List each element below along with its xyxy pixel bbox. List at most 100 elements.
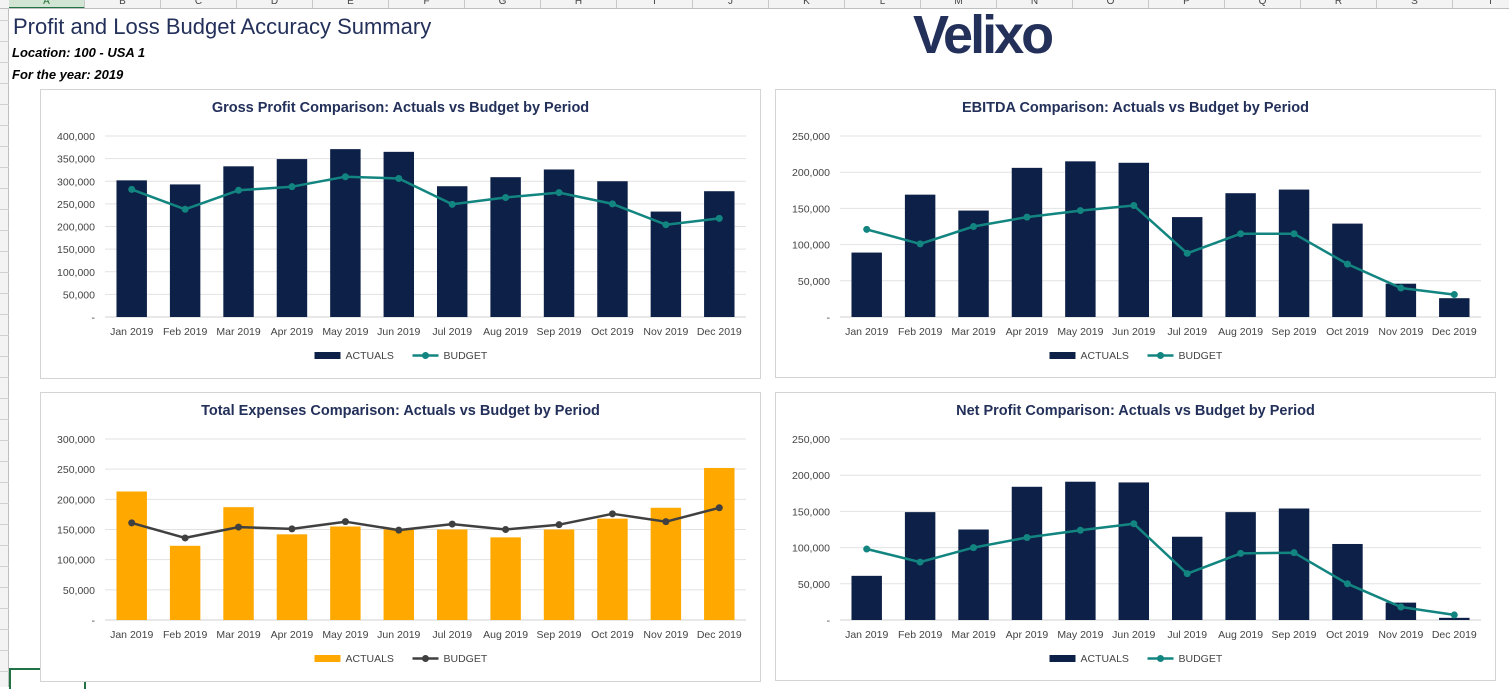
y-tick-label: 150,000 xyxy=(792,203,830,215)
bar-actuals xyxy=(330,526,361,620)
line-budget xyxy=(131,175,720,226)
column-header-i[interactable]: I xyxy=(617,0,693,8)
y-tick-label: 100,000 xyxy=(792,240,830,252)
y-tick-label: 250,000 xyxy=(57,199,95,211)
bar-actuals xyxy=(116,491,147,620)
x-tick-label: May 2019 xyxy=(322,629,368,641)
column-header-j[interactable]: J xyxy=(693,0,769,8)
bar-actuals xyxy=(704,467,735,620)
legend-label-actuals: ACTUALS xyxy=(1081,350,1129,362)
x-tick-label: Sep 2019 xyxy=(537,326,582,338)
bar-actuals xyxy=(1278,508,1310,620)
y-tick-label: 50,000 xyxy=(798,579,830,591)
point-budget xyxy=(448,200,456,208)
point-budget xyxy=(502,194,510,202)
row-divider xyxy=(0,125,9,126)
gross-profit-chart[interactable]: Gross Profit Comparison: Actuals vs Budg… xyxy=(40,89,761,379)
y-tick-label: 50,000 xyxy=(63,289,95,301)
bar-actuals xyxy=(1065,161,1096,317)
point-budget xyxy=(448,520,456,528)
y-tick-label: 250,000 xyxy=(57,464,95,476)
x-tick-label: Jun 2019 xyxy=(377,629,420,641)
row-divider xyxy=(0,230,9,231)
point-budget xyxy=(1237,549,1245,557)
chart-plot: - 50,000 100,000 150,000 200,000 250,000 Jan 2… xyxy=(792,434,1481,665)
bar-actuals xyxy=(116,180,147,317)
point-budget xyxy=(715,214,723,222)
bar-actuals xyxy=(1011,486,1043,620)
x-tick-label: Mar 2019 xyxy=(216,326,261,338)
column-header-t[interactable]: T xyxy=(1453,0,1509,8)
y-tick-label: - xyxy=(827,312,831,324)
point-budget xyxy=(970,223,978,230)
row-header-column xyxy=(0,9,9,687)
y-tick-label: 300,000 xyxy=(57,176,95,188)
point-budget xyxy=(863,225,871,233)
column-header-g[interactable]: G xyxy=(465,0,541,8)
legend-label-budget: BUDGET xyxy=(444,350,488,362)
column-header-l[interactable]: L xyxy=(845,0,921,8)
column-header-e[interactable]: E xyxy=(313,0,389,8)
bar-actuals xyxy=(597,518,628,620)
point-budget xyxy=(1397,603,1405,611)
point-budget xyxy=(715,504,723,512)
legend-label-budget: BUDGET xyxy=(1179,350,1223,362)
row-divider xyxy=(0,188,9,189)
column-header-b[interactable]: B xyxy=(85,0,161,8)
net-profit-chart[interactable]: Net Profit Comparison: Actuals vs Budget… xyxy=(775,392,1496,681)
column-header-p[interactable]: P xyxy=(1149,0,1225,8)
ebitda-chart[interactable]: EBITDA Comparison: Actuals vs Budget by … xyxy=(775,89,1496,378)
y-tick-label: - xyxy=(92,615,96,627)
column-header-d[interactable]: D xyxy=(237,0,313,8)
x-tick-label: Oct 2019 xyxy=(1326,326,1369,338)
column-header-q[interactable]: Q xyxy=(1225,0,1301,8)
column-header-o[interactable]: O xyxy=(1073,0,1149,8)
legend-marker-budget xyxy=(1157,352,1164,359)
y-tick-label: 150,000 xyxy=(792,506,830,518)
point-budget xyxy=(1076,526,1084,534)
y-tick-label: 300,000 xyxy=(57,434,95,446)
column-header-s[interactable]: S xyxy=(1377,0,1453,8)
column-header-h[interactable]: H xyxy=(541,0,617,8)
x-tick-label: Dec 2019 xyxy=(1432,629,1477,641)
column-header-c[interactable]: C xyxy=(161,0,237,8)
row-divider xyxy=(0,419,9,420)
report-title: Profit and Loss Budget Accuracy Summary xyxy=(13,14,432,39)
bar-actuals xyxy=(383,529,415,620)
x-tick-label: Jan 2019 xyxy=(110,629,153,641)
point-budget xyxy=(1450,611,1458,619)
chart-plot: - 50,000 100,000 150,000 200,000 250,000 300,0… xyxy=(57,131,746,362)
point-budget xyxy=(235,523,243,531)
bar-actuals xyxy=(436,529,468,620)
point-budget xyxy=(395,526,403,534)
x-tick-label: Dec 2019 xyxy=(697,326,742,338)
row-divider xyxy=(0,167,9,168)
column-header-m[interactable]: M xyxy=(921,0,997,8)
column-header-r[interactable]: R xyxy=(1301,0,1377,8)
x-tick-label: May 2019 xyxy=(322,326,368,338)
row-divider xyxy=(0,272,9,273)
x-tick-label: Aug 2019 xyxy=(483,326,528,338)
column-header-f[interactable]: F xyxy=(389,0,465,8)
point-budget xyxy=(555,521,563,529)
row-divider xyxy=(0,398,9,399)
column-header-a[interactable]: A xyxy=(9,0,85,8)
legend-swatch-actuals xyxy=(314,352,341,359)
column-header-k[interactable]: K xyxy=(769,0,845,8)
chart-plot: - 50,000 100,000 150,000 200,000 250,000 Jan 2… xyxy=(792,131,1481,362)
legend-swatch-actuals xyxy=(314,655,341,662)
point-budget xyxy=(395,175,403,183)
total-expenses-chart[interactable]: Total Expenses Comparison: Actuals vs Bu… xyxy=(40,392,761,682)
y-tick-label: 150,000 xyxy=(57,525,95,537)
x-tick-label: Dec 2019 xyxy=(697,629,742,641)
point-budget xyxy=(608,200,616,208)
column-header-n[interactable]: N xyxy=(997,0,1073,8)
location-label: Location: 100 - USA 1 xyxy=(12,45,146,60)
point-budget xyxy=(555,189,563,197)
bar-actuals xyxy=(851,252,882,317)
y-tick-label: 200,000 xyxy=(792,470,830,482)
x-tick-label: Sep 2019 xyxy=(1272,629,1317,641)
x-tick-label: Jun 2019 xyxy=(1112,326,1155,338)
x-tick-label: Apr 2019 xyxy=(1006,326,1049,338)
x-tick-label: Aug 2019 xyxy=(1218,326,1263,338)
